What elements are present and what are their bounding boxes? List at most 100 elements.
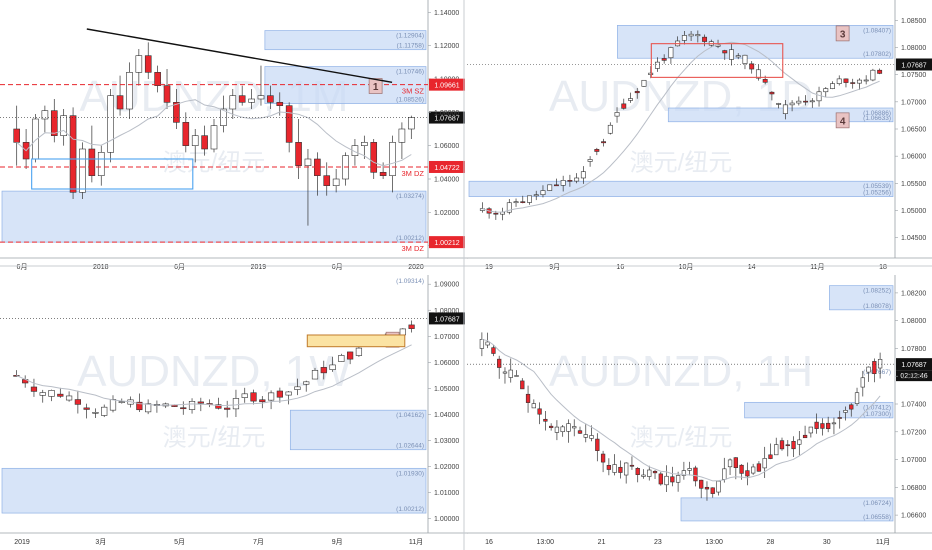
candle-body (224, 408, 230, 409)
candle-body (75, 400, 81, 405)
candle-body (702, 37, 706, 41)
candle-body (635, 91, 639, 92)
candle-body (774, 445, 778, 455)
x-tick-label: 28 (767, 539, 775, 546)
candle-body (665, 476, 669, 485)
candle-body (347, 352, 353, 359)
candle-body (630, 465, 634, 466)
candle-body (757, 464, 761, 472)
candle-body (333, 179, 339, 186)
candle-body (786, 445, 790, 446)
zone-label: (1.11758) (397, 43, 424, 50)
candle-body (647, 470, 651, 477)
candle-body (117, 96, 123, 109)
pane-monthly: AUDNZD, 1M澳元/纽元(1.12904)(1.11758)(1.1074… (0, 0, 468, 271)
candle-body (101, 407, 107, 415)
x-tick-label: 13:00 (537, 539, 555, 546)
watermark-symbol: AUDNZD, 1H (549, 347, 813, 396)
supply-demand-zone (668, 108, 893, 122)
y-tick-label: 1.07000 (434, 334, 459, 341)
candle-body (857, 80, 861, 83)
y-tick-label: 1.08000 (434, 308, 459, 315)
candle-body (696, 35, 700, 36)
y-tick-label: 1.09000 (434, 282, 459, 289)
y-tick-label: 1.02000 (434, 464, 459, 471)
zone-label: (1.01930) (396, 470, 424, 477)
candle-body (877, 70, 881, 73)
zone-price-value: 1.04722 (434, 165, 459, 172)
candle-body (258, 96, 264, 99)
y-tick-label: 1.12000 (434, 43, 459, 50)
candle-body (851, 83, 855, 84)
candle-body (494, 213, 498, 214)
candle-body (277, 391, 283, 397)
candle-body (549, 426, 553, 427)
candle-body (503, 372, 507, 373)
candle-body (497, 359, 501, 367)
y-tick-label: 1.06000 (901, 154, 926, 161)
zone-label: (1.12904) (396, 33, 424, 40)
candle-body (561, 180, 565, 185)
candle-body (844, 79, 848, 83)
candle-body (861, 378, 865, 387)
candle-body (242, 394, 248, 398)
y-tick-label: 1.07200 (901, 429, 926, 436)
candle-body (110, 399, 116, 410)
candle-body (259, 400, 265, 402)
watermark-name: 澳元/纽元 (630, 424, 733, 451)
candle-body (792, 441, 796, 448)
candle-body (541, 191, 545, 195)
candle-body (400, 329, 406, 335)
candle-body (699, 480, 703, 488)
candle-body (624, 463, 628, 475)
y-tick-label: 1.14000 (434, 10, 459, 17)
marker-badge-label: 4 (840, 116, 846, 127)
candle-body (136, 56, 142, 73)
y-tick-label: 1.06000 (434, 143, 459, 150)
candle-body (824, 89, 828, 92)
candle-body (838, 417, 842, 418)
x-tick-label: 11月 (810, 263, 824, 271)
candle-body (751, 467, 755, 473)
candle-body (608, 125, 612, 133)
candle-body (595, 149, 599, 151)
candle-body (486, 342, 490, 345)
candle-body (670, 477, 674, 482)
candle-body (790, 103, 794, 105)
candle-body (89, 149, 95, 176)
y-tick-label: 1.04500 (901, 235, 926, 242)
pane-weekly: AUDNZD, 1W 澳元/纽元 (1.09314) (1.04162) (1.0264… (0, 275, 468, 546)
candle-body (251, 393, 257, 401)
x-tick-label: 11月 (409, 538, 423, 546)
candle-body (305, 159, 311, 166)
candle-body (70, 116, 76, 193)
x-tick-label: 3月 (95, 538, 106, 546)
pane-daily: AUDNZD, 1D澳元/纽元(1.08407)(1.07802)(1.0688… (467, 0, 932, 271)
candle-body (321, 367, 327, 372)
candle-body (211, 126, 217, 149)
x-tick-label: 2020 (408, 264, 424, 271)
zone-label: (1.07802) (863, 51, 891, 58)
candle-body (515, 375, 519, 376)
candle-body (613, 465, 617, 473)
candle-body (514, 202, 518, 203)
current-price-value: 1.07687 (901, 62, 926, 69)
candle-body (520, 381, 524, 389)
x-tick-label: 11月 (876, 538, 890, 546)
y-tick-label: 1.05000 (901, 208, 926, 215)
candle-body (867, 367, 871, 372)
candle-body (615, 112, 619, 116)
candle-body (119, 402, 125, 403)
zone-dashed-label: 3M DZ (402, 244, 425, 253)
candle-body (189, 401, 195, 409)
candle-body (192, 136, 198, 146)
candle-body (826, 423, 830, 428)
candle-body (659, 474, 663, 484)
candle-body (676, 475, 680, 482)
candle-body (527, 196, 531, 203)
candle-body (653, 471, 657, 473)
candle-body (689, 34, 693, 36)
candle-body (303, 382, 309, 384)
supply-demand-zone (2, 191, 426, 242)
candle-body (728, 460, 732, 467)
